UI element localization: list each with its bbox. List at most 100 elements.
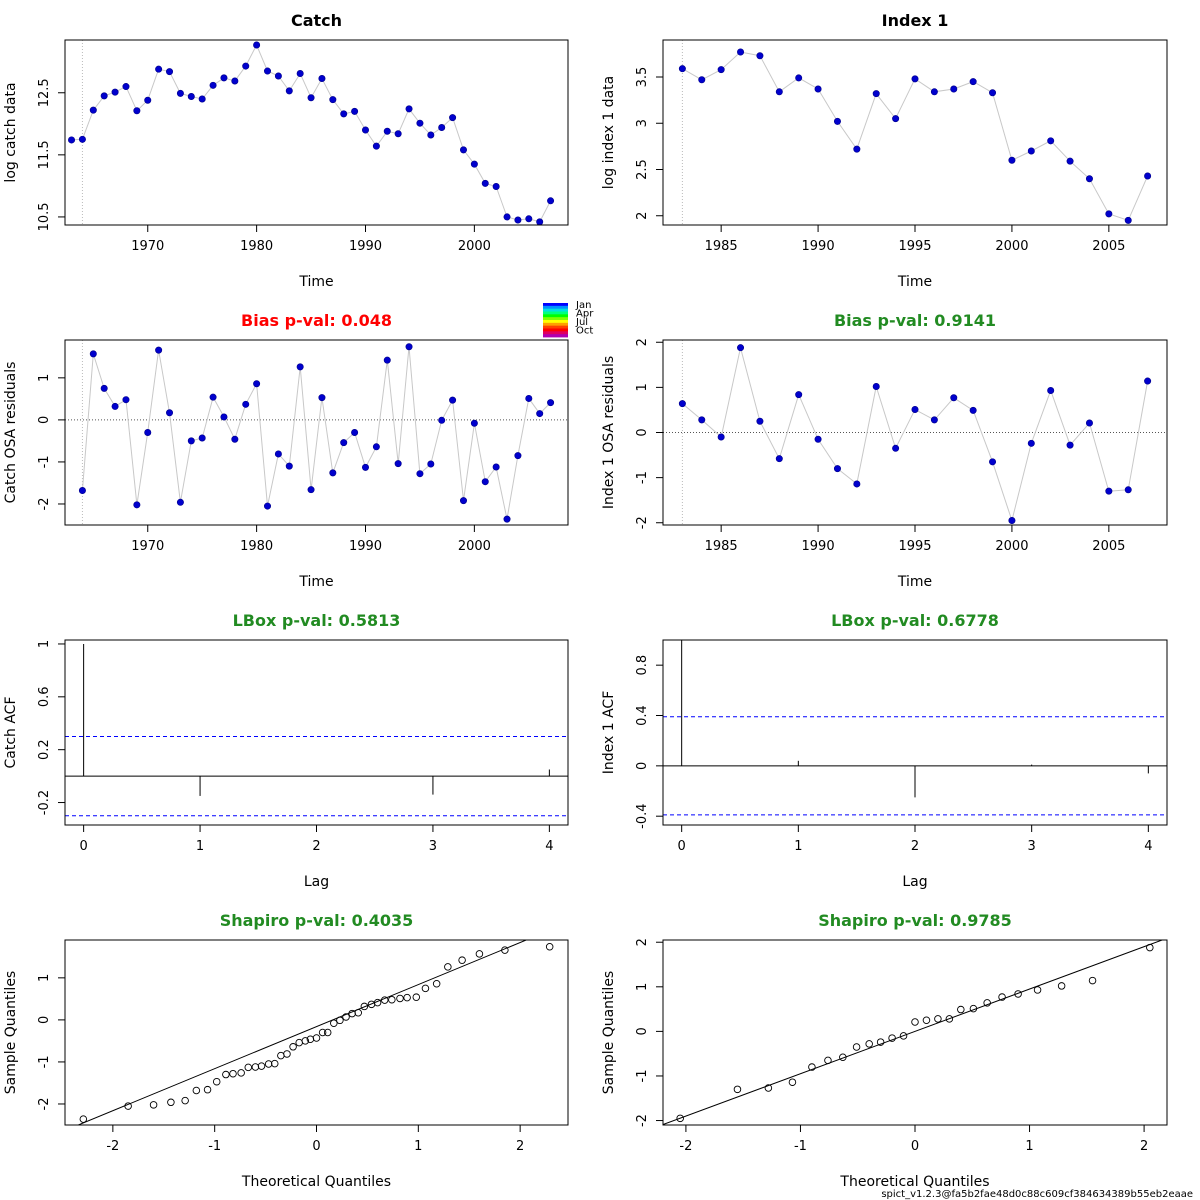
qq-point bbox=[1146, 943, 1154, 952]
data-point bbox=[1008, 156, 1016, 164]
x-tick-label: 2 bbox=[516, 1139, 524, 1154]
qq-point bbox=[808, 1063, 816, 1071]
y-axis-label: Sample Quantiles bbox=[3, 971, 19, 1094]
y-tick-label: 0 bbox=[635, 762, 650, 770]
x-tick-label: 4 bbox=[1144, 839, 1152, 854]
data-point bbox=[872, 382, 880, 390]
qq-point bbox=[203, 1085, 212, 1094]
data-point bbox=[1047, 137, 1055, 145]
data-point bbox=[329, 96, 337, 104]
y-axis: -2 -1 0 1 2 Sample Quantiles bbox=[601, 938, 663, 1127]
data-point bbox=[547, 197, 555, 205]
data-point bbox=[756, 52, 764, 60]
season-color-swatch bbox=[543, 314, 568, 318]
data-point bbox=[383, 127, 391, 135]
data-point bbox=[1047, 387, 1055, 395]
x-tick-label: 1995 bbox=[898, 239, 931, 254]
y-axis: -2 -1 0 1 Sample Quantiles bbox=[3, 971, 65, 1110]
x-axis: 0 1 2 3 4 Lag bbox=[678, 825, 1152, 890]
x-tick-label: 1980 bbox=[240, 239, 273, 254]
qq-point bbox=[289, 1043, 297, 1051]
data-point bbox=[459, 146, 467, 154]
qq-point bbox=[271, 1059, 279, 1068]
qq-point bbox=[192, 1086, 201, 1095]
season-color-swatch bbox=[543, 331, 568, 335]
data-point bbox=[274, 450, 282, 458]
data-point bbox=[220, 413, 228, 421]
data-point bbox=[111, 402, 119, 410]
x-tick-label: 2 bbox=[1140, 1139, 1148, 1154]
data-point bbox=[698, 76, 706, 84]
qq-point bbox=[839, 1053, 847, 1061]
data-point bbox=[242, 62, 250, 70]
qq-point bbox=[432, 979, 441, 988]
x-tick-label: 0 bbox=[678, 839, 686, 854]
qq-point bbox=[969, 1004, 978, 1013]
data-point bbox=[264, 502, 272, 510]
data-point bbox=[795, 391, 803, 399]
data-point bbox=[427, 131, 435, 139]
data-point bbox=[892, 444, 900, 452]
data-point bbox=[481, 478, 489, 486]
qq-point bbox=[388, 995, 396, 1004]
data-point bbox=[100, 384, 108, 392]
qq-reference-line bbox=[76, 940, 528, 1125]
data-point bbox=[717, 66, 725, 74]
x-tick-label: 1 bbox=[196, 839, 204, 854]
qq-point bbox=[998, 993, 1006, 1001]
chart-title: Bias p-val: 0.9141 bbox=[834, 311, 996, 330]
data-point bbox=[1066, 157, 1074, 165]
qq-point bbox=[545, 942, 554, 951]
data-point bbox=[525, 215, 533, 223]
data-point bbox=[155, 346, 163, 354]
x-tick-label: 1 bbox=[1025, 1139, 1033, 1154]
y-tick-label: 3 bbox=[635, 119, 650, 127]
qq-point bbox=[354, 1008, 362, 1017]
x-axis-label: Time bbox=[897, 274, 932, 290]
qq-point bbox=[475, 950, 484, 958]
y-tick-label: -2 bbox=[37, 1097, 52, 1110]
season-label: Oct bbox=[576, 326, 593, 337]
data-point bbox=[274, 72, 282, 80]
x-tick-label: 1970 bbox=[131, 239, 164, 254]
y-axis-label: Index 1 ACF bbox=[601, 691, 617, 775]
data-point bbox=[405, 343, 413, 351]
y-tick-label: 0 bbox=[37, 1016, 52, 1024]
data-point bbox=[122, 83, 130, 91]
data-point bbox=[1105, 210, 1113, 218]
qq-point bbox=[403, 993, 411, 1002]
qq-point bbox=[323, 1028, 332, 1037]
qq-point bbox=[824, 1056, 832, 1065]
data-point bbox=[166, 68, 174, 76]
data-point bbox=[427, 460, 435, 468]
data-point bbox=[329, 469, 337, 477]
y-tick-label: 2.5 bbox=[635, 159, 650, 180]
series-line bbox=[71, 43, 552, 223]
data-point bbox=[372, 142, 380, 150]
data-point bbox=[405, 105, 413, 113]
data-point bbox=[449, 114, 457, 122]
data-point bbox=[514, 216, 522, 224]
qq-point bbox=[458, 956, 466, 964]
series-line bbox=[682, 347, 1149, 523]
data-point bbox=[853, 145, 861, 153]
plot-area bbox=[68, 40, 555, 225]
data-point bbox=[492, 463, 500, 471]
qq-point bbox=[212, 1077, 221, 1086]
chart-title: LBox p-val: 0.5813 bbox=[233, 611, 401, 630]
y-axis-label: log catch data bbox=[3, 82, 19, 182]
data-point bbox=[1144, 172, 1152, 180]
data-point bbox=[459, 497, 467, 505]
y-axis: -0.2 0.2 0.6 1 Catch ACF bbox=[3, 640, 65, 815]
x-tick-label: 2005 bbox=[1092, 239, 1125, 254]
x-tick-label: 2000 bbox=[458, 239, 491, 254]
data-point bbox=[166, 409, 174, 417]
qq-point bbox=[865, 1040, 873, 1048]
y-axis: 10.5 11.5 12.5 log catch data bbox=[3, 78, 65, 231]
data-point bbox=[307, 486, 315, 494]
y-tick-label: -1 bbox=[37, 1055, 52, 1068]
qq-point bbox=[922, 1016, 931, 1024]
x-tick-label: -2 bbox=[679, 1139, 692, 1154]
panel-6: LBox p-val: 0.6778 0 1 2 3 4 Lag -0.4 0 0.4 0.8 Ind… bbox=[601, 611, 1168, 890]
